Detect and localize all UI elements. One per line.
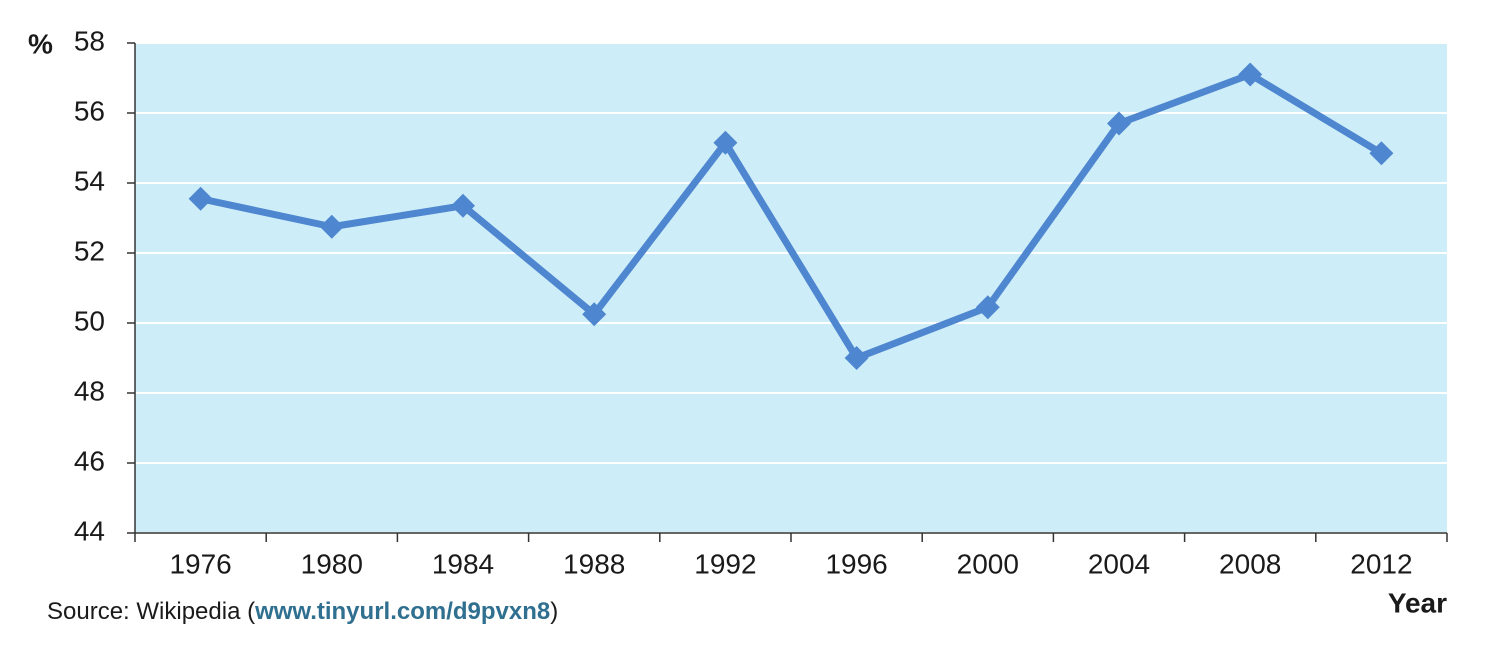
y-tick-label: 48 — [74, 375, 105, 406]
y-tick-label: 50 — [74, 305, 105, 336]
line — [199, 71, 1384, 362]
x-tick-label: 1988 — [563, 548, 625, 579]
source-text: Source: Wikipedia ( — [47, 598, 255, 625]
plot-background — [135, 43, 1447, 533]
marker — [188, 186, 213, 211]
x-axis-label: Year — [1388, 587, 1447, 618]
marker — [319, 214, 344, 239]
x-tick-label: 2004 — [1088, 548, 1150, 579]
marker — [1107, 111, 1131, 136]
marker — [451, 193, 475, 218]
x-tick-label: 2008 — [1219, 548, 1281, 579]
x-tick-label: 1976 — [169, 548, 231, 579]
marker — [844, 346, 869, 370]
x-tick-label: 1980 — [301, 548, 363, 579]
y-tick-label: 58 — [74, 25, 105, 56]
y-tick-label: 44 — [74, 515, 105, 546]
source: Source: Wikipedia (www.tinyurl.com/d9pvx… — [47, 598, 558, 625]
marker — [713, 130, 738, 155]
x-tick-label: 1984 — [432, 548, 494, 579]
marker — [1238, 62, 1263, 87]
source-link: www.tinyurl.com/d9pvxn8 — [254, 598, 550, 625]
y-tick-label: 54 — [74, 165, 105, 196]
source-close: ) — [550, 598, 558, 625]
y-axis-label: % — [28, 28, 53, 59]
x-tick-label: 2012 — [1350, 548, 1412, 579]
marker — [582, 302, 607, 327]
marker — [975, 295, 1000, 320]
x-tick-label: 1992 — [694, 548, 756, 579]
y-tick-label: 52 — [74, 235, 105, 266]
y-tick-label: 56 — [74, 95, 105, 126]
marker — [1369, 141, 1394, 166]
y-tick-label: 46 — [74, 445, 105, 476]
x-tick-label: 2000 — [957, 548, 1019, 579]
x-tick-label: 1996 — [825, 548, 887, 579]
